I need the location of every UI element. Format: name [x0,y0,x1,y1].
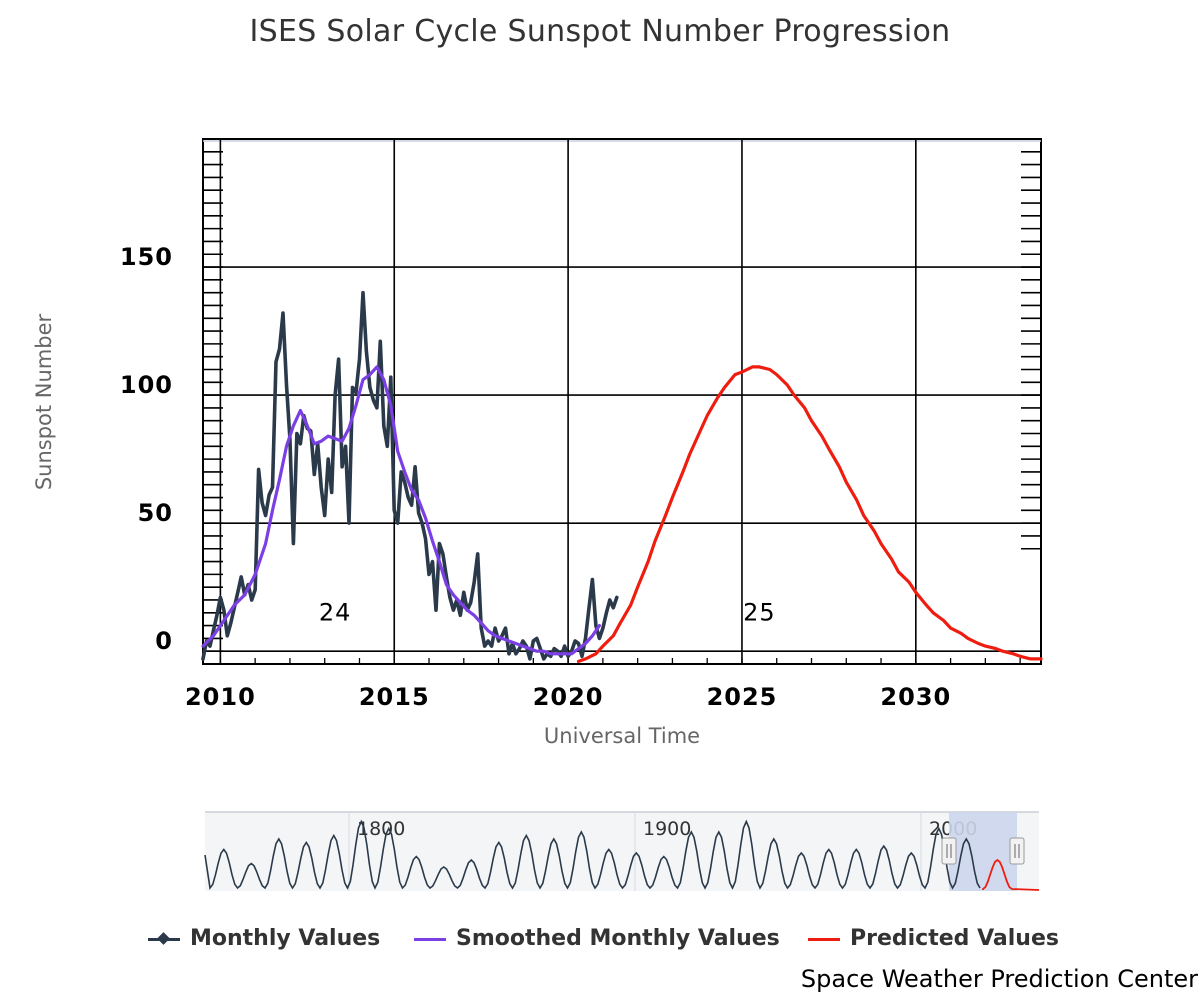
axis-tick-labels: 2010 2015 2020 2025 2030 0 50 100 150 24 25 [120,243,951,711]
navigator[interactable]: 180019002000 [204,811,1040,891]
series-layer [201,290,1043,663]
legend-label-predicted: Predicted Values [850,926,1059,951]
legend: Monthly Values Smoothed Monthly Values P… [0,926,1200,956]
series-predicted-line [576,365,1043,663]
series-smoothed-line [201,365,601,656]
x-tick-label: 2010 [185,683,256,711]
legend-label-monthly: Monthly Values [190,926,381,951]
navigator-handle-right[interactable] [1009,837,1025,865]
legend-swatch-smoothed [414,932,446,946]
x-tick-label: 2025 [707,683,778,711]
legend-swatch-monthly [148,931,180,946]
x-tick-label: 2030 [880,683,951,711]
y-tick-label: 150 [120,243,173,271]
legend-item-monthly[interactable]: Monthly Values [148,926,380,951]
y-tick-label: 50 [138,499,173,527]
x-tick-label: 2020 [533,683,604,711]
axis-minor-ticks [203,138,1041,665]
navigator-year-label: 1800 [357,818,405,840]
chart-title: ISES Solar Cycle Sunspot Number Progress… [249,14,951,49]
cycle-label: 24 [319,598,352,626]
navigator-year-label: 1900 [643,818,691,840]
credit-link[interactable]: Space Weather Prediction Center [800,965,1198,993]
legend-label-smoothed: Smoothed Monthly Values [456,926,780,951]
navigator-predicted-line [982,858,1040,891]
grid-lines [203,139,1041,664]
x-tick-label: 2015 [359,683,430,711]
navigator-background [205,812,1039,891]
legend-swatch-predicted [808,932,840,946]
legend-item-smoothed[interactable]: Smoothed Monthly Values [414,926,780,951]
legend-item-predicted[interactable]: Predicted Values [808,926,1059,951]
handle-body [941,837,957,865]
navigator-history-line [204,819,981,890]
y-tick-label: 0 [155,627,173,655]
x-axis-label: Universal Time [543,724,701,748]
cycle-label: 25 [743,598,776,626]
handle-body [1009,837,1025,865]
navigator-handle-left[interactable] [941,837,957,865]
y-tick-label: 100 [120,371,173,399]
